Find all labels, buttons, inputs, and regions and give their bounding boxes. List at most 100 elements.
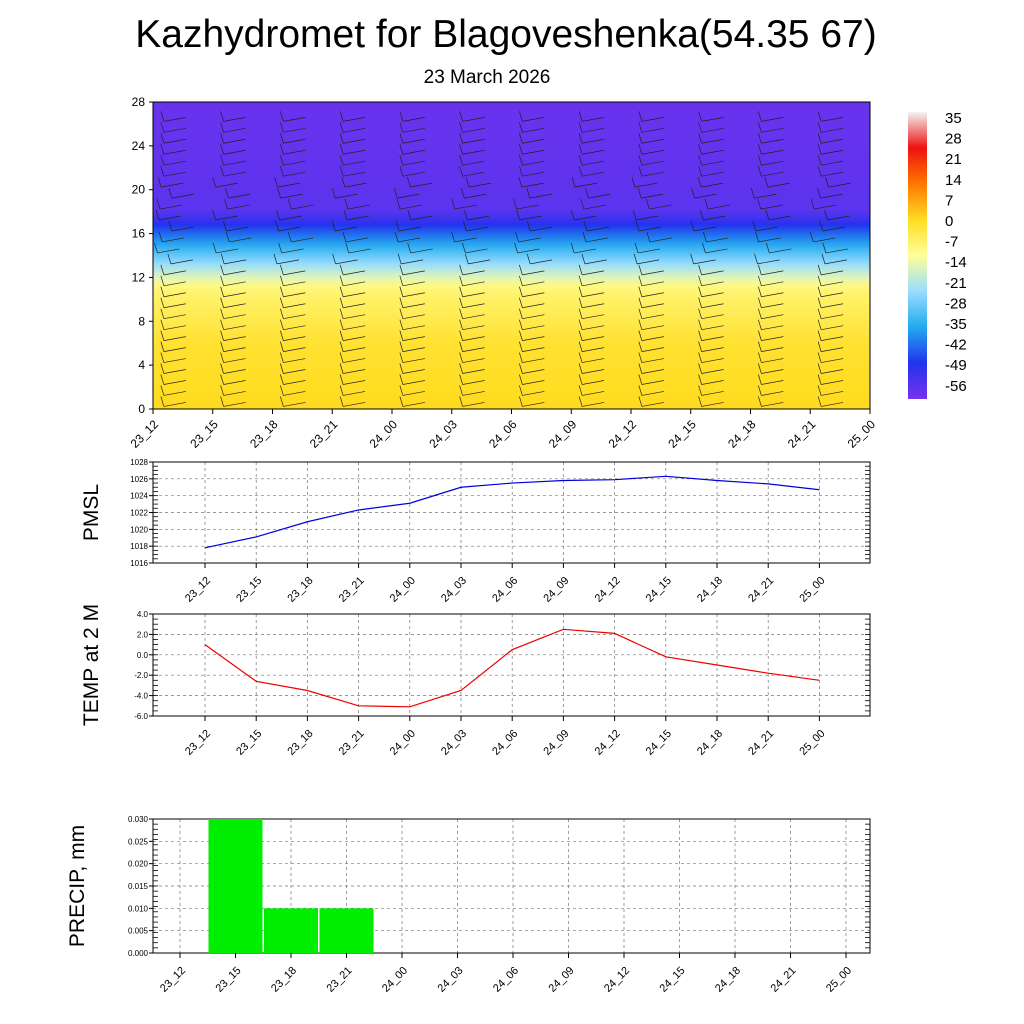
wind-barb-flag — [339, 330, 344, 341]
wind-barb-flag — [638, 275, 643, 286]
wind-barb — [227, 204, 250, 210]
wind-barb-flag — [817, 385, 822, 396]
wind-barb-flag — [634, 242, 639, 254]
wind-barb-flag — [646, 198, 650, 210]
wind-barb — [761, 281, 784, 287]
wind-barb-flag — [519, 122, 523, 133]
wind-barb-flag — [638, 319, 643, 330]
wind-barb-flag — [635, 220, 640, 232]
colorbar-label: -14 — [945, 254, 967, 271]
wind-barb-flag — [339, 155, 344, 166]
wind-barb — [283, 138, 306, 144]
wind-barb — [522, 336, 545, 341]
wind-barb — [694, 193, 717, 199]
wind-barb-flag — [638, 363, 643, 374]
x-tick-label: 25_00 — [845, 417, 879, 451]
wind-barb-flag — [824, 209, 828, 221]
wind-barb — [223, 347, 246, 352]
wind-barb-flag — [160, 264, 165, 275]
wind-barb-flag — [459, 111, 463, 122]
wind-barb — [410, 248, 433, 254]
wind-barb-flag — [758, 166, 762, 177]
wind-barb-flag — [691, 187, 695, 199]
wind-barb — [582, 369, 605, 374]
wind-barb — [522, 160, 545, 166]
wind-barb-flag — [698, 275, 702, 286]
wind-barb — [530, 259, 553, 265]
wind-barb — [223, 303, 246, 309]
wind-barb-flag — [160, 286, 165, 297]
wind-barb-flag — [220, 396, 224, 407]
wind-barb-flag — [519, 396, 523, 407]
x-tick-label: 25_00 — [824, 965, 854, 995]
wind-barb-flag — [459, 286, 463, 297]
wind-barb — [402, 160, 425, 166]
x-tick-label: 24_12 — [602, 965, 632, 995]
page-title: Kazhydromet for Blagoveshenka(54.35 67) — [135, 13, 877, 56]
wind-barb-flag — [459, 319, 463, 330]
wind-barb-flag — [407, 242, 412, 254]
wind-barb — [223, 358, 246, 363]
wind-barb — [649, 204, 672, 210]
wind-barb-flag — [578, 133, 583, 144]
x-tick-label: 23_15 — [187, 417, 221, 451]
wind-barb-flag — [638, 166, 643, 177]
wind-barb-flag — [578, 319, 583, 330]
wind-barb — [229, 237, 252, 243]
wind-barb — [582, 292, 605, 298]
wind-barb — [163, 281, 186, 287]
wind-barb-flag — [220, 330, 224, 341]
x-tick-label: 24_12 — [593, 728, 623, 758]
wind-barb — [157, 248, 180, 254]
x-tick-label: 25_00 — [797, 575, 827, 605]
wind-barb-flag — [519, 363, 523, 374]
wind-barb-flag — [758, 122, 762, 133]
wind-barb-flag — [817, 374, 822, 385]
wind-barb — [516, 204, 539, 210]
x-tick-label: 24_12 — [593, 575, 623, 605]
wind-barb-flag — [220, 297, 224, 308]
wind-barb-flag — [755, 231, 759, 243]
y-tick-label: 1026 — [130, 475, 148, 484]
wind-barb — [518, 237, 541, 243]
wind-barb-flag — [817, 308, 822, 319]
x-tick-label: 24_03 — [439, 728, 469, 758]
x-tick-label: 24_03 — [439, 575, 469, 605]
wind-barb — [522, 402, 545, 407]
wind-barb — [641, 281, 664, 287]
wind-barb — [283, 402, 306, 407]
wind-barb — [283, 380, 306, 385]
wind-barb-flag — [638, 330, 643, 341]
wind-barb-flag — [582, 231, 587, 243]
wind-barb-flag — [766, 242, 770, 254]
wind-barb-flag — [633, 253, 638, 264]
y-tick-label: 1024 — [130, 492, 148, 501]
wind-barb — [821, 171, 844, 177]
wind-barb-flag — [817, 155, 822, 166]
wind-barb-flag — [399, 297, 404, 308]
wind-barb-flag — [646, 231, 651, 243]
x-tick-label: 24_06 — [490, 728, 520, 758]
wind-barb-flag — [399, 155, 404, 166]
wind-barb — [522, 314, 545, 320]
wind-barb-flag — [160, 341, 165, 352]
wind-barb-flag — [519, 111, 523, 122]
wind-barb-flag — [277, 187, 281, 199]
wind-barb-flag — [339, 352, 344, 363]
wind-barb — [582, 347, 605, 352]
wind-barb-flag — [817, 319, 822, 330]
wind-barb-flag — [459, 275, 463, 286]
wind-barb — [163, 149, 186, 155]
wind-barb — [761, 314, 784, 320]
y-tick-label: 4.0 — [137, 610, 149, 619]
wind-barb — [223, 138, 246, 144]
x-tick-label: 24_00 — [380, 965, 410, 995]
wind-barb — [402, 314, 425, 320]
x-tick-label: 24_15 — [644, 575, 674, 605]
colorbar-label: -49 — [945, 357, 967, 374]
wind-barb-flag — [704, 198, 709, 210]
wind-barb — [159, 215, 182, 221]
wind-barb-flag — [825, 177, 829, 188]
wind-barb-flag — [332, 253, 336, 264]
wind-barb — [761, 117, 784, 122]
